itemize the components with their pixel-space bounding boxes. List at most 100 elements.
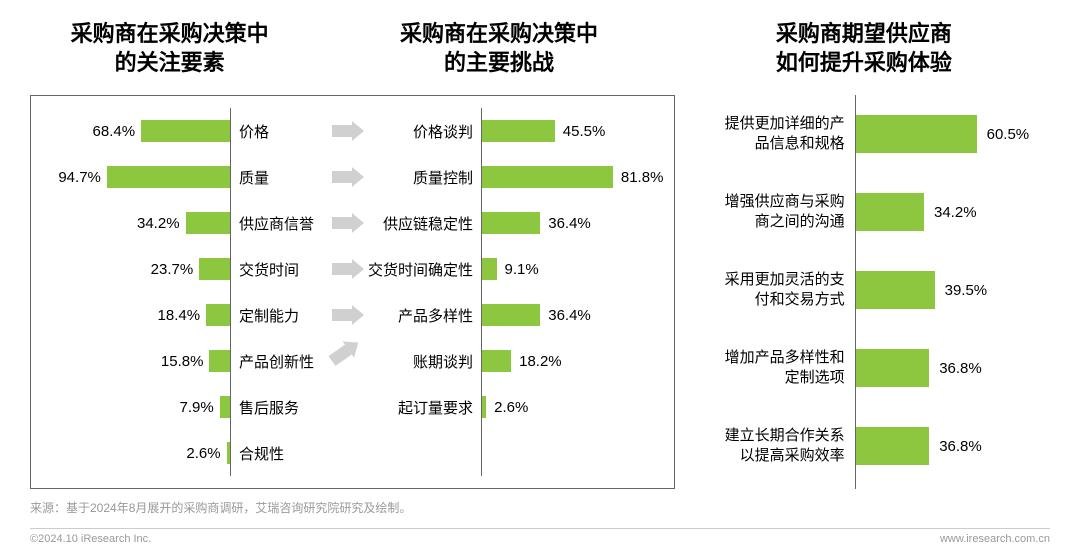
chart2-row: 81.8% bbox=[482, 154, 668, 200]
chart1-row: 2.6% bbox=[37, 430, 230, 476]
chart2-row: 45.5% bbox=[482, 108, 668, 154]
chart1-row: 94.7% bbox=[37, 154, 230, 200]
footer-copyright: ©2024.10 iResearch Inc. bbox=[30, 533, 151, 545]
chart2-labels: 价格谈判质量控制供应链稳定性交货时间确定性产品多样性账期谈判起订量要求 bbox=[371, 108, 481, 476]
chart2-row: 2.6% bbox=[482, 384, 668, 430]
chart1-bar bbox=[186, 212, 230, 234]
chart2-label: 供应链稳定性 bbox=[371, 200, 481, 246]
arrow-cell bbox=[327, 338, 371, 384]
chart2-row: 36.4% bbox=[482, 292, 668, 338]
chart1-label: 供应商信誉 bbox=[231, 200, 327, 246]
chart3-row: 39.5% bbox=[856, 251, 1050, 329]
chart3-label: 采用更加灵活的支 付和交易方式 bbox=[705, 251, 855, 329]
chart2-value: 9.1% bbox=[505, 261, 539, 278]
chart2-bar bbox=[482, 396, 486, 418]
chart2-label: 起订量要求 bbox=[371, 384, 481, 430]
chart3-row: 36.8% bbox=[856, 407, 1050, 485]
chart2-value: 2.6% bbox=[494, 399, 528, 416]
chart3-labels: 提供更加详细的产 品信息和规格增强供应商与采购 商之间的沟通采用更加灵活的支 付… bbox=[705, 95, 855, 489]
chart2-column: 采购商在采购决策中 的主要挑战 bbox=[350, 20, 648, 95]
chart3-label: 增加产品多样性和 定制选项 bbox=[705, 329, 855, 407]
chart1-bars: 68.4% 94.7% 34.2% 23.7% 18.4% 15.8% 7.9% 2.6% bbox=[37, 108, 230, 476]
source-note: 来源：基于2024年8月展开的采购商调研，艾瑞咨询研究院研究及绘制。 bbox=[30, 499, 1080, 516]
arrow-icon bbox=[332, 259, 366, 279]
chart1-bar bbox=[141, 120, 230, 142]
chart1-bar bbox=[220, 396, 230, 418]
chart1-title: 采购商在采购决策中 的关注要素 bbox=[30, 20, 309, 77]
chart3-bar bbox=[856, 271, 935, 309]
chart2-title: 采购商在采购决策中 的主要挑战 bbox=[350, 20, 648, 77]
chart3-value: 60.5% bbox=[987, 126, 1030, 143]
footer-url: www.iresearch.com.cn bbox=[940, 533, 1050, 545]
chart1-value: 18.4% bbox=[158, 307, 201, 324]
chart1-label: 质量 bbox=[231, 154, 327, 200]
chart3-bar bbox=[856, 349, 930, 387]
chart3-row: 36.8% bbox=[856, 329, 1050, 407]
chart2-row: 9.1% bbox=[482, 246, 668, 292]
main-container: 采购商在采购决策中 的关注要素 采购商在采购决策中 的主要挑战 采购商期望供应商… bbox=[0, 0, 1080, 95]
chart1-label: 产品创新性 bbox=[231, 338, 327, 384]
chart2-label: 产品多样性 bbox=[371, 292, 481, 338]
chart1-label: 售后服务 bbox=[231, 384, 327, 430]
chart3-value: 36.8% bbox=[939, 360, 982, 377]
chart2-value: 81.8% bbox=[621, 169, 664, 186]
chart1-value: 15.8% bbox=[161, 353, 204, 370]
chart2-bar bbox=[482, 212, 540, 234]
chart3-value: 34.2% bbox=[934, 204, 977, 221]
chart1-label: 定制能力 bbox=[231, 292, 327, 338]
chart3-value: 36.8% bbox=[939, 438, 982, 455]
chart1: 68.4% 94.7% 34.2% 23.7% 18.4% 15.8% 7.9% 2.6% 价… bbox=[37, 108, 327, 476]
chart2-value: 36.4% bbox=[548, 307, 591, 324]
arrow-icon bbox=[332, 213, 366, 233]
chart2-bar bbox=[482, 166, 613, 188]
arrow-icon bbox=[332, 121, 366, 141]
arrow-icon bbox=[326, 333, 365, 369]
chart2-bar bbox=[482, 304, 540, 326]
chart2-label: 账期谈判 bbox=[371, 338, 481, 384]
chart1-bar bbox=[107, 166, 230, 188]
arrow-cell bbox=[327, 108, 371, 154]
chart3: 提供更加详细的产 品信息和规格增强供应商与采购 商之间的沟通采用更加灵活的支 付… bbox=[705, 95, 1050, 489]
chart1-value: 7.9% bbox=[180, 399, 214, 416]
arrow-cell bbox=[327, 430, 371, 476]
chart1-bar bbox=[209, 350, 230, 372]
chart1-row: 68.4% bbox=[37, 108, 230, 154]
arrow-cell bbox=[327, 246, 371, 292]
chart1-label: 价格 bbox=[231, 108, 327, 154]
arrow-cell bbox=[327, 292, 371, 338]
chart1-value: 68.4% bbox=[93, 123, 136, 140]
chart1-row: 15.8% bbox=[37, 338, 230, 384]
arrow-column bbox=[327, 108, 371, 476]
arrow-cell bbox=[327, 384, 371, 430]
arrow-spacer-title bbox=[309, 20, 350, 95]
chart2-row: 18.2% bbox=[482, 338, 668, 384]
chart3-label: 增强供应商与采购 商之间的沟通 bbox=[705, 173, 855, 251]
chart1-row: 23.7% bbox=[37, 246, 230, 292]
arrow-icon bbox=[332, 167, 366, 187]
chart1-value: 23.7% bbox=[151, 261, 194, 278]
chart1-value: 94.7% bbox=[58, 169, 101, 186]
chart1-labels: 价格质量供应商信誉交货时间定制能力产品创新性售后服务合规性 bbox=[231, 108, 327, 476]
chart1-value: 34.2% bbox=[137, 215, 180, 232]
chart2-bar bbox=[482, 350, 511, 372]
chart1-bar bbox=[199, 258, 230, 280]
chart2-label: 质量控制 bbox=[371, 154, 481, 200]
chart1-row: 7.9% bbox=[37, 384, 230, 430]
chart2-label: 价格谈判 bbox=[371, 108, 481, 154]
chart3-label: 提供更加详细的产 品信息和规格 bbox=[705, 95, 855, 173]
chart1-column: 采购商在采购决策中 的关注要素 bbox=[30, 20, 309, 95]
chart2-value: 18.2% bbox=[519, 353, 562, 370]
chart1-label: 交货时间 bbox=[231, 246, 327, 292]
chart2-value: 36.4% bbox=[548, 215, 591, 232]
chart2-bars: 45.5% 81.8% 36.4% 9.1% 36.4% 18.2% 2.6% bbox=[482, 108, 668, 476]
chart2: 价格谈判质量控制供应链稳定性交货时间确定性产品多样性账期谈判起订量要求 45.5… bbox=[371, 108, 668, 476]
chart2-label: 交货时间确定性 bbox=[371, 246, 481, 292]
chart3-bars: 60.5% 34.2% 39.5% 36.8% 36.8% bbox=[856, 95, 1050, 489]
chart3-row: 34.2% bbox=[856, 173, 1050, 251]
arrow-cell bbox=[327, 200, 371, 246]
chart3-bar bbox=[856, 115, 977, 153]
chart3-bar bbox=[856, 193, 924, 231]
chart3-value: 39.5% bbox=[945, 282, 988, 299]
footer: ©2024.10 iResearch Inc. www.iresearch.co… bbox=[30, 528, 1050, 545]
arrow-cell bbox=[327, 154, 371, 200]
